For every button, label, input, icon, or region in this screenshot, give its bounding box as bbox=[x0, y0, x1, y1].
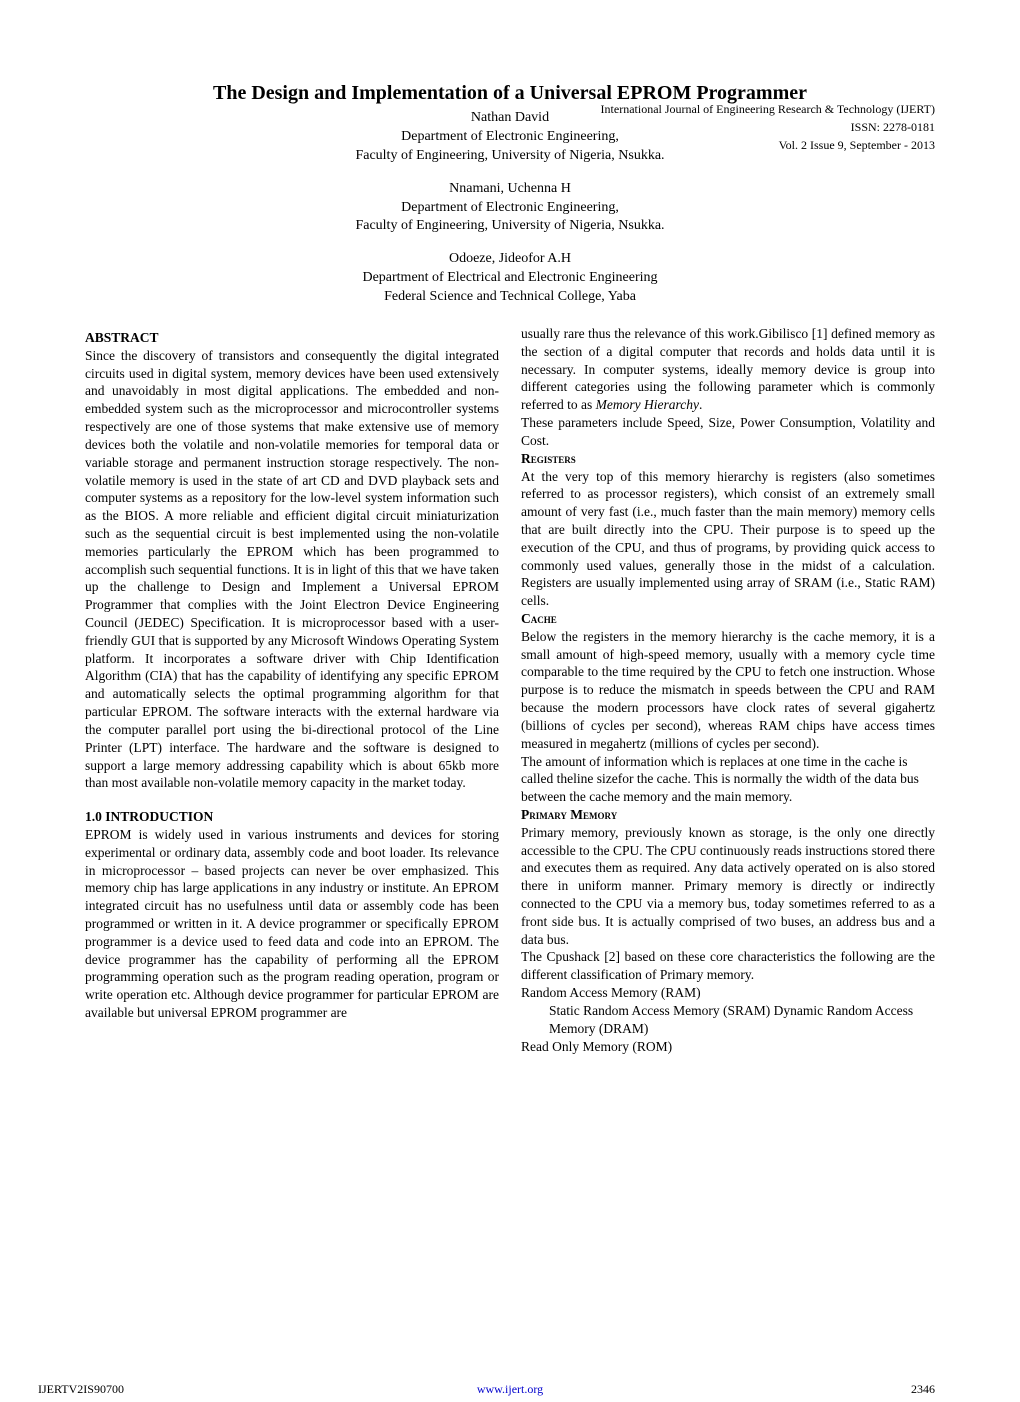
introduction-text: EPROM is widely used in various instrume… bbox=[85, 826, 499, 1022]
author-dept: Department of Electrical and Electronic … bbox=[0, 269, 1020, 288]
italic-term: Memory Hierarchy bbox=[596, 397, 699, 412]
registers-heading: Registers bbox=[521, 450, 935, 468]
ram-item: Random Access Memory (RAM) bbox=[521, 984, 935, 1002]
author-faculty: Faculty of Engineering, University of Ni… bbox=[0, 217, 1020, 236]
text-span: . bbox=[699, 397, 702, 412]
journal-name: International Journal of Engineering Res… bbox=[601, 100, 935, 118]
primary-memory-heading: Primary Memory bbox=[521, 806, 935, 824]
intro-continuation: usually rare thus the relevance of this … bbox=[521, 325, 935, 414]
right-column: usually rare thus the relevance of this … bbox=[521, 325, 935, 1055]
text-span: usually rare thus the relevance of this … bbox=[521, 326, 935, 412]
author-name: Nnamani, Uchenna H bbox=[0, 180, 1020, 199]
author-entry: Nnamani, Uchenna H Department of Electro… bbox=[0, 180, 1020, 237]
ram-subitem: Static Random Access Memory (SRAM) Dynam… bbox=[521, 1002, 935, 1038]
primary-memory-text-2: The Cpushack [2] based on these core cha… bbox=[521, 948, 935, 984]
cache-heading: Cache bbox=[521, 610, 935, 628]
primary-memory-text: Primary memory, previously known as stor… bbox=[521, 824, 935, 949]
parameters-text: These parameters include Speed, Size, Po… bbox=[521, 414, 935, 450]
journal-header: International Journal of Engineering Res… bbox=[601, 100, 935, 154]
author-entry: Odoeze, Jideofor A.H Department of Elect… bbox=[0, 250, 1020, 307]
abstract-heading: ABSTRACT bbox=[85, 329, 499, 347]
abstract-text: Since the discovery of transistors and c… bbox=[85, 347, 499, 792]
introduction-heading: 1.0 INTRODUCTION bbox=[85, 808, 499, 826]
left-column: ABSTRACT Since the discovery of transist… bbox=[85, 325, 499, 1055]
page-number: 2346 bbox=[911, 1382, 935, 1397]
registers-text: At the very top of this memory hierarchy… bbox=[521, 468, 935, 611]
rom-item: Read Only Memory (ROM) bbox=[521, 1038, 935, 1056]
footer-url: www.ijert.org bbox=[0, 1382, 1020, 1397]
author-faculty: Federal Science and Technical College, Y… bbox=[0, 288, 1020, 307]
body-columns: ABSTRACT Since the discovery of transist… bbox=[85, 325, 935, 1055]
cache-text: Below the registers in the memory hierar… bbox=[521, 628, 935, 753]
journal-issue: Vol. 2 Issue 9, September - 2013 bbox=[601, 136, 935, 154]
author-name: Odoeze, Jideofor A.H bbox=[0, 250, 1020, 269]
author-dept: Department of Electronic Engineering, bbox=[0, 199, 1020, 218]
journal-issn: ISSN: 2278-0181 bbox=[601, 118, 935, 136]
cache-text-2: The amount of information which is repla… bbox=[521, 753, 935, 806]
